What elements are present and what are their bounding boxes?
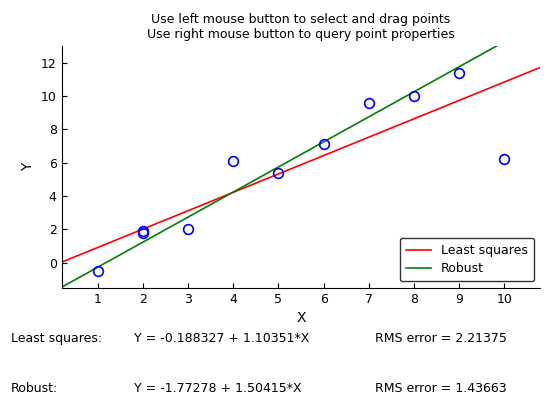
Text: Robust:: Robust: (11, 382, 58, 395)
X-axis label: X: X (296, 311, 306, 325)
Text: Y = -1.77278 + 1.50415*X: Y = -1.77278 + 1.50415*X (134, 382, 302, 395)
Text: RMS error = 1.43663: RMS error = 1.43663 (375, 382, 507, 395)
Text: Y = -0.188327 + 1.10351*X: Y = -0.188327 + 1.10351*X (134, 332, 310, 345)
Text: Least squares:: Least squares: (11, 332, 102, 345)
Title: Use left mouse button to select and drag points
Use right mouse button to query : Use left mouse button to select and drag… (147, 13, 455, 41)
Text: RMS error = 2.21375: RMS error = 2.21375 (375, 332, 507, 345)
Y-axis label: Y: Y (21, 163, 35, 171)
Legend: Least squares, Robust: Least squares, Robust (400, 238, 534, 281)
